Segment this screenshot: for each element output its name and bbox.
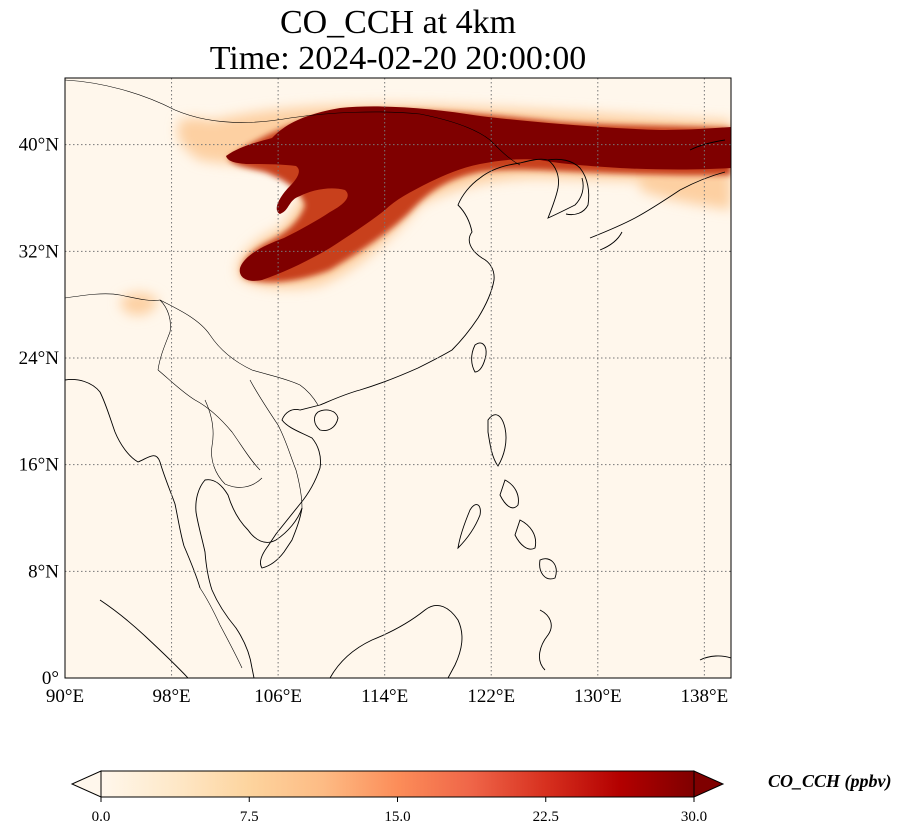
coastline-hainan (314, 409, 339, 431)
coastline-borneo (329, 605, 463, 678)
coastline-indochina (195, 479, 303, 678)
gridlines (65, 78, 731, 678)
coastline-sulawesi (538, 609, 552, 671)
colorbar-label: CO_CCH (ppbv) (768, 771, 892, 791)
lat-tick-label: 16°N (19, 455, 60, 476)
colorbar-tick-label: 22.5 (533, 809, 559, 825)
colorbar-gradient (100, 770, 695, 798)
border-indochina-3 (249, 379, 303, 509)
plume-low-himalaya-patch (120, 292, 158, 316)
coastline-bay-of-bengal (65, 379, 201, 589)
colorbar-tick-label: 30.0 (681, 809, 707, 825)
plume-high-core (226, 106, 731, 281)
lon-tick-label: 106°E (254, 686, 302, 707)
map-title: CO_CCH at 4km (279, 4, 517, 41)
coastline-new-guinea (699, 655, 731, 661)
lon-tick-label: 130°E (574, 686, 622, 707)
border-himalaya (65, 293, 171, 371)
border-indochina-1 (157, 369, 261, 471)
colorbar-ticks: 0.0 7.5 15.0 22.5 30.0 (92, 797, 707, 825)
coastline-japan (589, 139, 726, 251)
border-china-south (159, 299, 319, 406)
longitude-ticks: 90°E 98°E 106°E 114°E 122°E 130°E 138°E (46, 686, 728, 707)
coastline-taiwan (471, 342, 487, 373)
map-frame (64, 77, 732, 679)
latitude-ticks: 0° 8°N 16°N 24°N 32°N 40°N (19, 135, 60, 689)
coastline-mainland (259, 177, 495, 569)
lat-tick-label: 24°N (19, 348, 60, 369)
border-malay (199, 587, 243, 669)
coastline-korea (547, 158, 590, 216)
lat-tick-label: 8°N (28, 561, 59, 582)
lat-tick-label: 40°N (19, 135, 60, 156)
plume-low-east-patch (640, 170, 731, 210)
country-borders (65, 79, 521, 669)
border-china-north (65, 79, 521, 166)
lon-tick-label: 114°E (361, 686, 408, 707)
coastline-sumatra (99, 599, 189, 678)
lat-tick-label: 32°N (19, 241, 60, 262)
plume-low-west-patch (177, 118, 230, 155)
colorbar-tick-label: 15.0 (384, 809, 410, 825)
coastline-yellow-sea (479, 158, 584, 219)
colorbar-extend-max (693, 770, 725, 798)
border-indochina-2 (204, 399, 263, 488)
lat-tick-label: 0° (42, 668, 59, 689)
coastline-philippines (457, 414, 557, 580)
colorbar-tick-label: 7.5 (240, 809, 259, 825)
coastlines (65, 139, 731, 678)
lon-tick-label: 98°E (152, 686, 190, 707)
lon-tick-label: 122°E (467, 686, 515, 707)
colorbar-tick-label: 0.0 (92, 809, 111, 825)
map-subtitle-time: Time: 2024-02-20 20:00:00 (209, 40, 587, 77)
colorbar: 0.0 7.5 15.0 22.5 30.0 (70, 770, 725, 825)
co-concentration-field (120, 104, 731, 316)
colorbar-extend-min (70, 770, 102, 798)
lon-tick-label: 90°E (46, 686, 84, 707)
lon-tick-label: 138°E (681, 686, 729, 707)
